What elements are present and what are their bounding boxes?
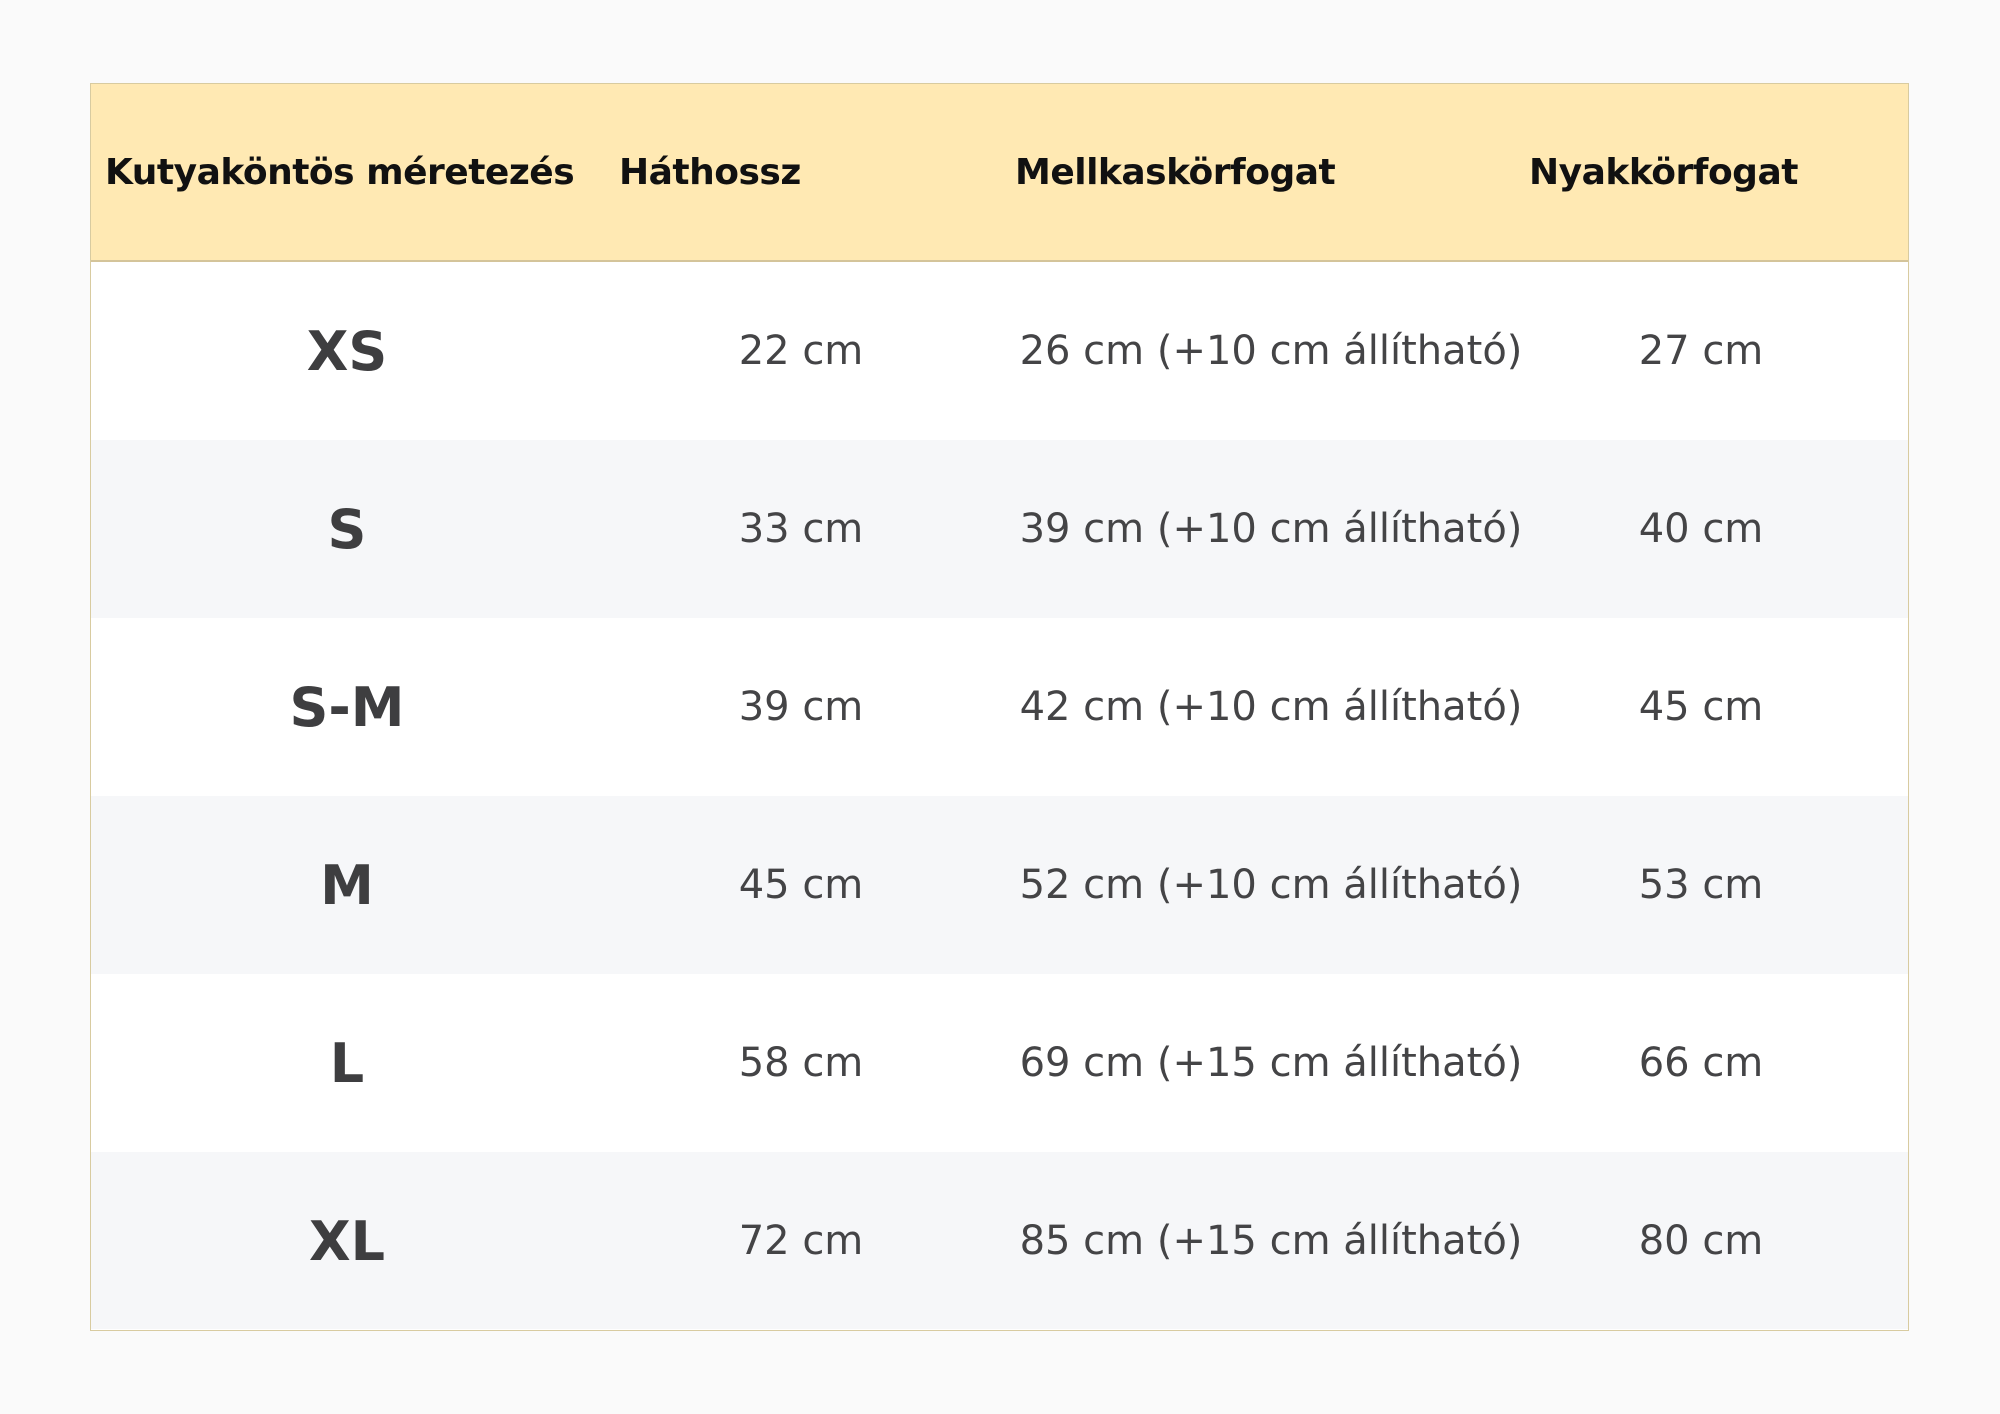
chest-girth-cell: 26 cm (+10 cm állítható) <box>1019 328 1523 374</box>
table-row: L 58 cm 69 cm (+15 cm állítható) 66 cm <box>91 974 1908 1152</box>
header-size: Kutyaköntös méretezés <box>105 151 575 193</box>
back-length-cell: 72 cm <box>738 1218 864 1264</box>
size-cell: XS <box>306 319 388 383</box>
header-chest-girth: Mellkaskörfogat <box>1015 151 1336 193</box>
neck-girth-cell: 40 cm <box>1638 506 1764 552</box>
size-cell: XL <box>308 1209 386 1273</box>
table-row: XS 22 cm 26 cm (+10 cm állítható) 27 cm <box>91 262 1908 440</box>
back-length-cell: 22 cm <box>738 328 864 374</box>
size-chart-table: Kutyaköntös méretezés Háthossz Mellkaskö… <box>90 83 1909 1331</box>
back-length-cell: 45 cm <box>738 862 864 908</box>
chest-girth-cell: 42 cm (+10 cm állítható) <box>1019 684 1523 730</box>
size-cell: S <box>327 497 367 561</box>
table-row: S-M 39 cm 42 cm (+10 cm állítható) 45 cm <box>91 618 1908 796</box>
chest-girth-cell: 39 cm (+10 cm állítható) <box>1019 506 1523 552</box>
chest-girth-cell: 52 cm (+10 cm állítható) <box>1019 862 1523 908</box>
back-length-cell: 58 cm <box>738 1040 864 1086</box>
table-row: XL 72 cm 85 cm (+15 cm állítható) 80 cm <box>91 1152 1908 1329</box>
neck-girth-cell: 53 cm <box>1638 862 1764 908</box>
size-cell: M <box>320 853 374 917</box>
back-length-cell: 39 cm <box>738 684 864 730</box>
neck-girth-cell: 66 cm <box>1638 1040 1764 1086</box>
table-header: Kutyaköntös méretezés Háthossz Mellkaskö… <box>91 84 1908 262</box>
header-neck-girth: Nyakkörfogat <box>1529 151 1798 193</box>
neck-girth-cell: 80 cm <box>1638 1218 1764 1264</box>
chest-girth-cell: 85 cm (+15 cm állítható) <box>1019 1218 1523 1264</box>
back-length-cell: 33 cm <box>738 506 864 552</box>
size-cell: S-M <box>289 675 405 739</box>
table-row: M 45 cm 52 cm (+10 cm állítható) 53 cm <box>91 796 1908 974</box>
chest-girth-cell: 69 cm (+15 cm állítható) <box>1019 1040 1523 1086</box>
neck-girth-cell: 27 cm <box>1638 328 1764 374</box>
table-row: S 33 cm 39 cm (+10 cm állítható) 40 cm <box>91 440 1908 618</box>
header-back-length: Háthossz <box>619 151 801 193</box>
size-cell: L <box>329 1031 365 1095</box>
neck-girth-cell: 45 cm <box>1638 684 1764 730</box>
